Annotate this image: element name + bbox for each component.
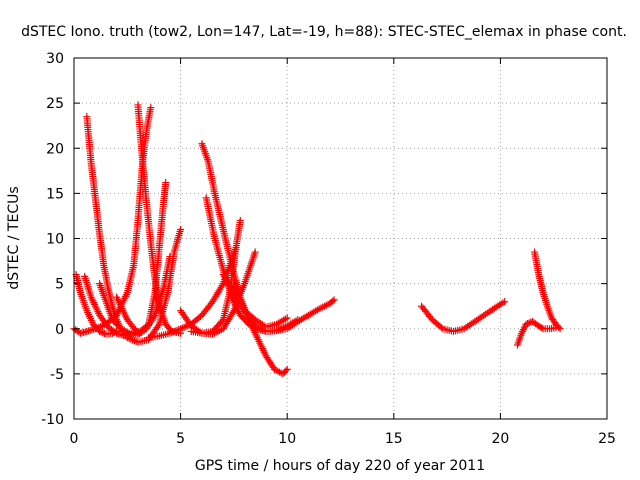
grid: [74, 58, 607, 419]
data-series: [113, 179, 170, 337]
data-point: [147, 104, 155, 112]
data-point: [538, 324, 546, 332]
plot-frame: [73, 57, 608, 420]
y-tick-label: 0: [55, 322, 64, 338]
x-tick-label: 0: [70, 431, 79, 447]
data-series: [531, 248, 564, 333]
data-point: [150, 313, 158, 321]
data-point: [154, 322, 162, 330]
data-point: [330, 296, 338, 304]
data-series: [418, 298, 509, 335]
x-tick-label: 25: [598, 431, 616, 447]
data-point: [99, 329, 107, 337]
data-series: [513, 318, 560, 349]
data-point: [556, 325, 564, 333]
data-point: [251, 248, 259, 256]
y-tick-label: 25: [46, 96, 64, 112]
y-axis-label: dSTEC / TECUs: [6, 186, 22, 289]
data-series: [123, 225, 185, 346]
data-series: [198, 140, 291, 378]
data-point: [236, 216, 244, 224]
data-point: [277, 369, 285, 377]
y-tick-label: 20: [46, 141, 64, 157]
chart-title: dSTEC Iono. truth (tow2, Lon=147, Lat=-1…: [21, 24, 627, 40]
data-point: [162, 179, 170, 187]
data-point: [329, 297, 337, 305]
data-point: [283, 365, 291, 373]
data-point: [524, 320, 532, 328]
data-marks: [70, 101, 564, 378]
data-point: [499, 299, 507, 307]
data-point: [177, 225, 185, 233]
y-tick-label: 10: [46, 232, 64, 248]
y-tick-label: 30: [46, 51, 64, 67]
y-tick-label: -10: [41, 412, 64, 428]
data-point: [501, 298, 509, 306]
data-point: [283, 314, 291, 322]
y-tick-label: 5: [55, 277, 64, 293]
data-point: [522, 320, 530, 328]
x-tick-label: 10: [278, 431, 296, 447]
y-tick-label: 15: [46, 186, 64, 202]
y-tick-label: -5: [50, 367, 64, 383]
data-series: [219, 271, 291, 331]
x-tick-label: 5: [176, 431, 185, 447]
tick-labels: 0 5 10 15 20 25 -10 -5 0 5 10 15 20 25 30: [41, 51, 616, 447]
data-point: [294, 316, 302, 324]
x-axis-label: GPS time / hours of day 220 of year 2011: [195, 458, 485, 474]
x-tick-label: 15: [385, 431, 403, 447]
data-point: [555, 323, 563, 331]
x-tick-label: 20: [491, 431, 509, 447]
data-point: [282, 367, 290, 375]
data-point: [437, 323, 445, 331]
